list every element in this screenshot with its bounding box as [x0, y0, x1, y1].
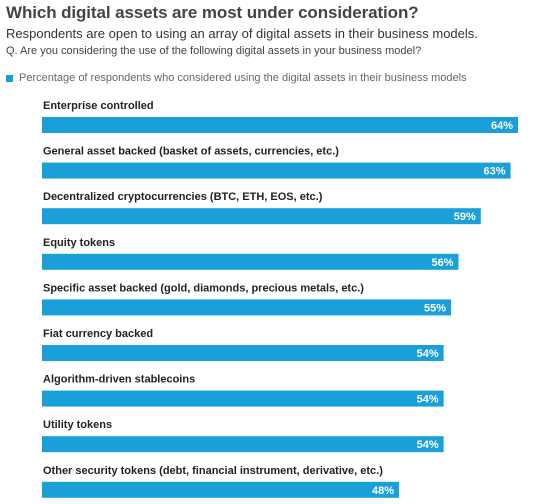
value-label: 55% — [424, 302, 446, 314]
bar — [42, 299, 452, 316]
legend-swatch — [6, 74, 13, 82]
category-label: Enterprise controlled — [43, 100, 154, 112]
bar — [42, 436, 444, 453]
value-label: 56% — [431, 257, 453, 269]
category-label: Decentralized cryptocurrencies (BTC, ETH… — [43, 191, 323, 203]
bar — [42, 253, 459, 270]
bar — [42, 481, 399, 498]
bar — [42, 162, 511, 179]
chart-title: Which digital assets are most under cons… — [6, 3, 419, 22]
value-label: 54% — [417, 439, 439, 451]
category-label: Fiat currency backed — [43, 328, 153, 340]
chart-subtitle: Respondents are open to using an array o… — [6, 26, 478, 41]
survey-question: Q. Are you considering the use of the fo… — [6, 45, 422, 57]
value-label: 54% — [417, 394, 439, 406]
category-label: Utility tokens — [43, 419, 112, 431]
value-label: 63% — [484, 166, 506, 178]
value-label: 48% — [372, 485, 394, 497]
bar — [42, 208, 481, 225]
category-label: Equity tokens — [43, 237, 115, 249]
category-label: Algorithm-driven stablecoins — [43, 374, 195, 386]
value-label: 54% — [417, 348, 439, 360]
category-label: Other security tokens (debt, financial i… — [43, 465, 383, 477]
value-label: 59% — [454, 211, 476, 223]
category-label: General asset backed (basket of assets, … — [43, 146, 339, 158]
value-label: 64% — [491, 120, 513, 132]
legend-label: Percentage of respondents who considered… — [19, 72, 467, 84]
bar — [42, 390, 444, 407]
bar — [42, 117, 518, 133]
category-label: Specific asset backed (gold, diamonds, p… — [43, 282, 364, 294]
bar — [42, 345, 444, 361]
legend: Percentage of respondents who considered… — [6, 72, 467, 84]
